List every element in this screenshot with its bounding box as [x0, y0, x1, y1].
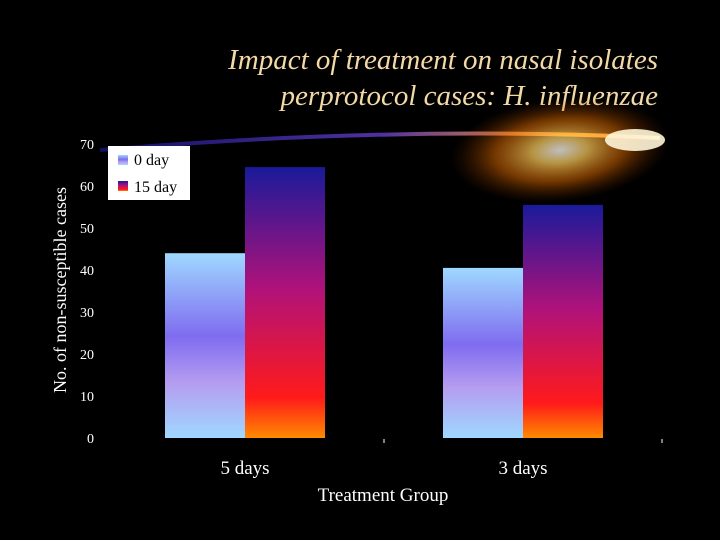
bar-15-day: [523, 204, 603, 438]
bars: [165, 167, 603, 438]
chart-title: Impact of treatment on nasal isolates pe…: [58, 42, 658, 114]
y-axis-title: No. of non-susceptible cases: [50, 187, 70, 393]
axes: 0 10 20 30 40 50 60 70 5 days 3 days: [80, 138, 663, 479]
x-axis-title: Treatment Group: [318, 485, 449, 506]
bar-0-day: [165, 253, 245, 438]
legend-swatch-15-day: [118, 181, 128, 191]
y-tick-label: 0: [87, 432, 94, 447]
y-tick-label: 70: [80, 138, 94, 153]
y-tick-label: 30: [80, 306, 94, 321]
x-tick-label: 3 days: [498, 458, 547, 479]
chart-title-line-1: Impact of treatment on nasal isolates: [228, 44, 658, 76]
legend: 0 day 15 day: [108, 146, 190, 200]
legend-swatch-0-day: [118, 155, 128, 165]
y-tick-label: 50: [80, 222, 94, 237]
y-tick-label: 10: [80, 390, 94, 405]
y-tick-label: 40: [80, 264, 94, 279]
bar-15-day: [245, 167, 325, 438]
y-tick-label: 20: [80, 348, 94, 363]
bar-0-day: [443, 267, 523, 438]
x-tick-label: 5 days: [220, 458, 269, 479]
decorative-swoosh: [99, 97, 670, 203]
legend-label-0-day: 0 day: [134, 152, 169, 169]
y-tick-label: 60: [80, 180, 94, 195]
legend-label-15-day: 15 day: [134, 179, 177, 196]
